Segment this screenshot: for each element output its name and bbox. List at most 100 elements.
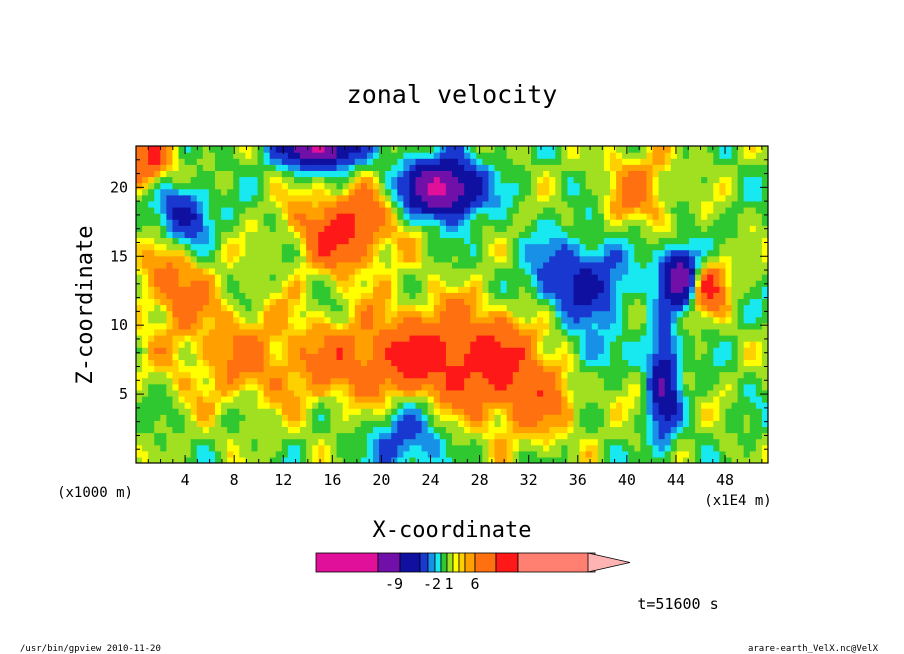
field-cell (366, 194, 374, 202)
field-cell (239, 152, 246, 159)
field-cell (360, 164, 368, 171)
field-cell (287, 389, 295, 397)
field-cell (294, 182, 301, 190)
field-cell (409, 225, 417, 232)
field-cell (646, 414, 654, 421)
field-cell (445, 213, 453, 220)
field-cell (476, 371, 483, 379)
field-cell (366, 304, 374, 312)
field-cell (251, 414, 259, 421)
field-cell (707, 286, 714, 293)
field-cell (336, 158, 344, 165)
field-cell (567, 371, 575, 379)
field-cell (670, 456, 678, 463)
field-cell (695, 243, 702, 251)
field-cell (476, 243, 483, 251)
field-cell (257, 231, 265, 239)
field-cell (701, 206, 708, 214)
field-cell (330, 152, 338, 159)
field-cell (701, 176, 708, 184)
field-cell (524, 383, 532, 391)
field-cell (348, 237, 356, 245)
field-cell (251, 200, 259, 208)
field-cell (281, 450, 289, 458)
field-cell (263, 225, 271, 232)
field-cell (628, 164, 635, 171)
field-cell (458, 456, 465, 463)
field-cell (427, 219, 435, 226)
field-cell (500, 164, 508, 171)
field-cell (287, 152, 295, 159)
field-cell (567, 182, 575, 190)
field-cell (664, 182, 672, 190)
field-cell (379, 194, 386, 202)
field-cell (373, 432, 380, 440)
field-cell (421, 206, 429, 214)
field-cell (506, 158, 514, 165)
field-cell (251, 231, 259, 239)
field-cell (628, 292, 635, 300)
field-cell (208, 152, 216, 159)
field-cell (348, 341, 356, 348)
field-cell (470, 286, 477, 293)
field-cell (652, 225, 660, 232)
field-cell (184, 450, 192, 458)
field-cell (670, 164, 678, 171)
field-cell (622, 359, 629, 367)
field-cell (245, 146, 253, 153)
field-cell (330, 237, 338, 245)
field-cell (397, 243, 404, 251)
field-cell (281, 365, 289, 373)
field-cell (202, 359, 210, 367)
field-cell (354, 316, 362, 324)
field-cell (676, 200, 684, 208)
field-cell (257, 334, 265, 342)
field-cell (263, 444, 271, 452)
field-cell (148, 261, 155, 269)
field-cell (190, 438, 198, 446)
field-cell (263, 298, 271, 306)
field-cell (622, 200, 629, 208)
field-cell (518, 444, 526, 452)
field-cell (221, 316, 228, 324)
field-cell (488, 286, 496, 293)
field-cell (561, 304, 569, 312)
field-cell (215, 286, 222, 293)
field-cell (202, 432, 210, 440)
field-cell (354, 341, 362, 348)
field-cell (622, 255, 629, 263)
field-cell (518, 310, 526, 318)
field-cell (549, 426, 556, 434)
field-cell (160, 188, 167, 196)
field-cell (585, 298, 593, 306)
field-cell (470, 383, 477, 391)
field-cell (531, 249, 538, 257)
field-cell (603, 213, 611, 220)
field-cell (561, 334, 569, 342)
field-cell (233, 383, 240, 391)
field-cell (524, 365, 532, 373)
field-cell (142, 383, 149, 391)
field-cell (433, 328, 441, 336)
field-cell (652, 146, 660, 153)
field-cell (330, 194, 338, 202)
field-cell (585, 146, 593, 153)
field-cell (251, 292, 259, 300)
field-cell (379, 170, 386, 178)
field-cell (555, 176, 562, 184)
field-cell (342, 341, 350, 348)
field-cell (537, 206, 544, 214)
field-cell (306, 274, 313, 281)
field-cell (537, 341, 544, 348)
field-cell (464, 298, 471, 306)
field-cell (470, 261, 477, 269)
field-cell (294, 188, 301, 196)
field-cell (476, 365, 483, 373)
field-cell (257, 152, 265, 159)
field-cell (591, 292, 599, 300)
field-cell (567, 444, 575, 452)
field-cell (318, 432, 325, 440)
field-cell (512, 182, 520, 190)
field-cell (603, 353, 611, 360)
field-cell (221, 249, 228, 257)
